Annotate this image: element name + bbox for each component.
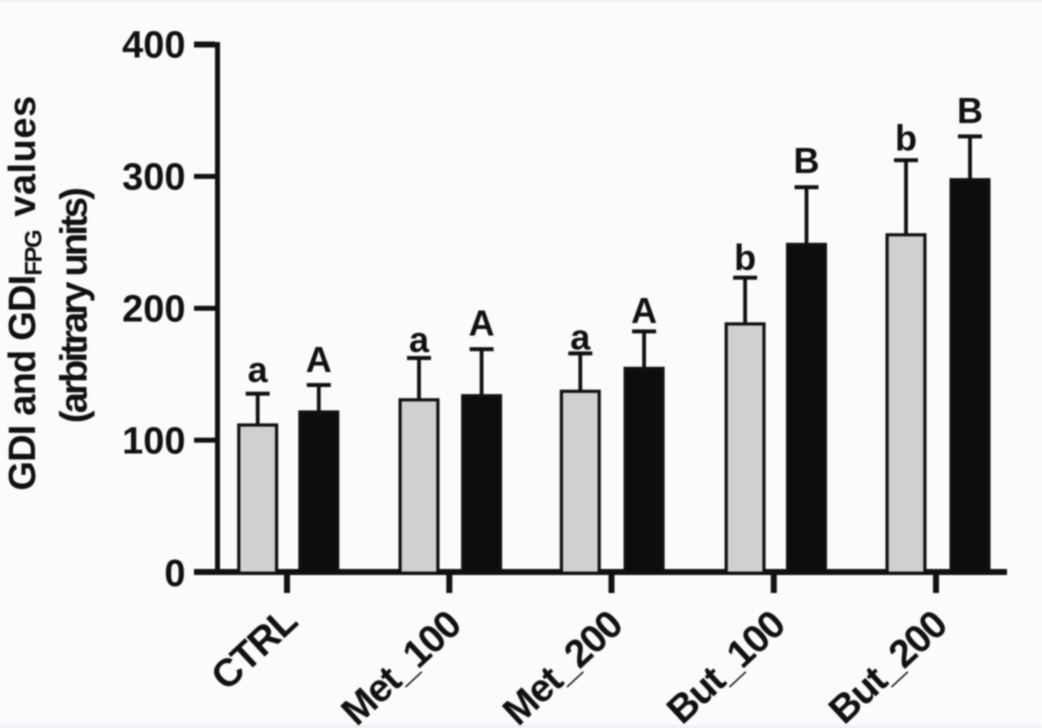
svg-text:a: a — [570, 317, 591, 358]
svg-text:B: B — [957, 90, 983, 131]
svg-text:200: 200 — [122, 288, 185, 330]
svg-text:a: a — [248, 349, 269, 390]
svg-text:A: A — [469, 302, 495, 343]
svg-text:B: B — [794, 140, 820, 181]
svg-text:400: 400 — [122, 25, 185, 67]
svg-text:b: b — [734, 237, 756, 278]
svg-text:(arbitrary units): (arbitrary units) — [54, 189, 96, 423]
svg-text:A: A — [306, 339, 332, 380]
svg-text:300: 300 — [122, 157, 185, 199]
svg-text:GDI and GDIFPG values: GDI and GDIFPG values — [2, 95, 48, 490]
svg-text:A: A — [631, 290, 657, 331]
svg-text:b: b — [895, 118, 917, 159]
svg-text:0: 0 — [164, 553, 185, 595]
svg-text:100: 100 — [122, 420, 185, 462]
svg-text:a: a — [409, 319, 430, 360]
